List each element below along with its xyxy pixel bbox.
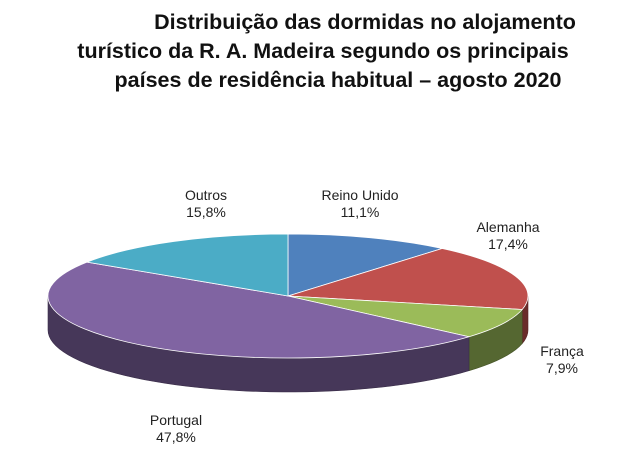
slice-label-franca: França (540, 343, 584, 359)
chart-title: Distribuição das dormidas no alojamento … (77, 10, 576, 92)
title-line: países de residência habitual – agosto 2… (115, 68, 562, 92)
title-line: Distribuição das dormidas no alojamento (154, 10, 576, 34)
pie-slice-outros (86, 233, 289, 297)
pie-slice-alemanha (287, 248, 529, 310)
slice-value-portugal: 47,8% (156, 429, 196, 445)
pie-slice-portugal (47, 261, 470, 359)
pie-tops (47, 233, 529, 359)
slice-value-outros: 15,8% (186, 204, 226, 220)
slice-label-portugal: Portugal (150, 412, 202, 428)
slice-label-outros: Outros (185, 187, 227, 203)
pie-slice-franca (287, 295, 523, 338)
slice-value-reino-unido: 11,1% (341, 204, 380, 220)
slice-value-franca: 7,9% (546, 360, 578, 376)
slice-label-alemanha: Alemanha (476, 219, 539, 235)
title-line: turístico da R. A. Madeira segundo os pr… (77, 39, 568, 63)
slice-label-reino-unido: Reino Unido (321, 187, 398, 203)
pie-slice-reino-unido (287, 233, 443, 297)
slice-value-alemanha: 17,4% (488, 236, 528, 252)
